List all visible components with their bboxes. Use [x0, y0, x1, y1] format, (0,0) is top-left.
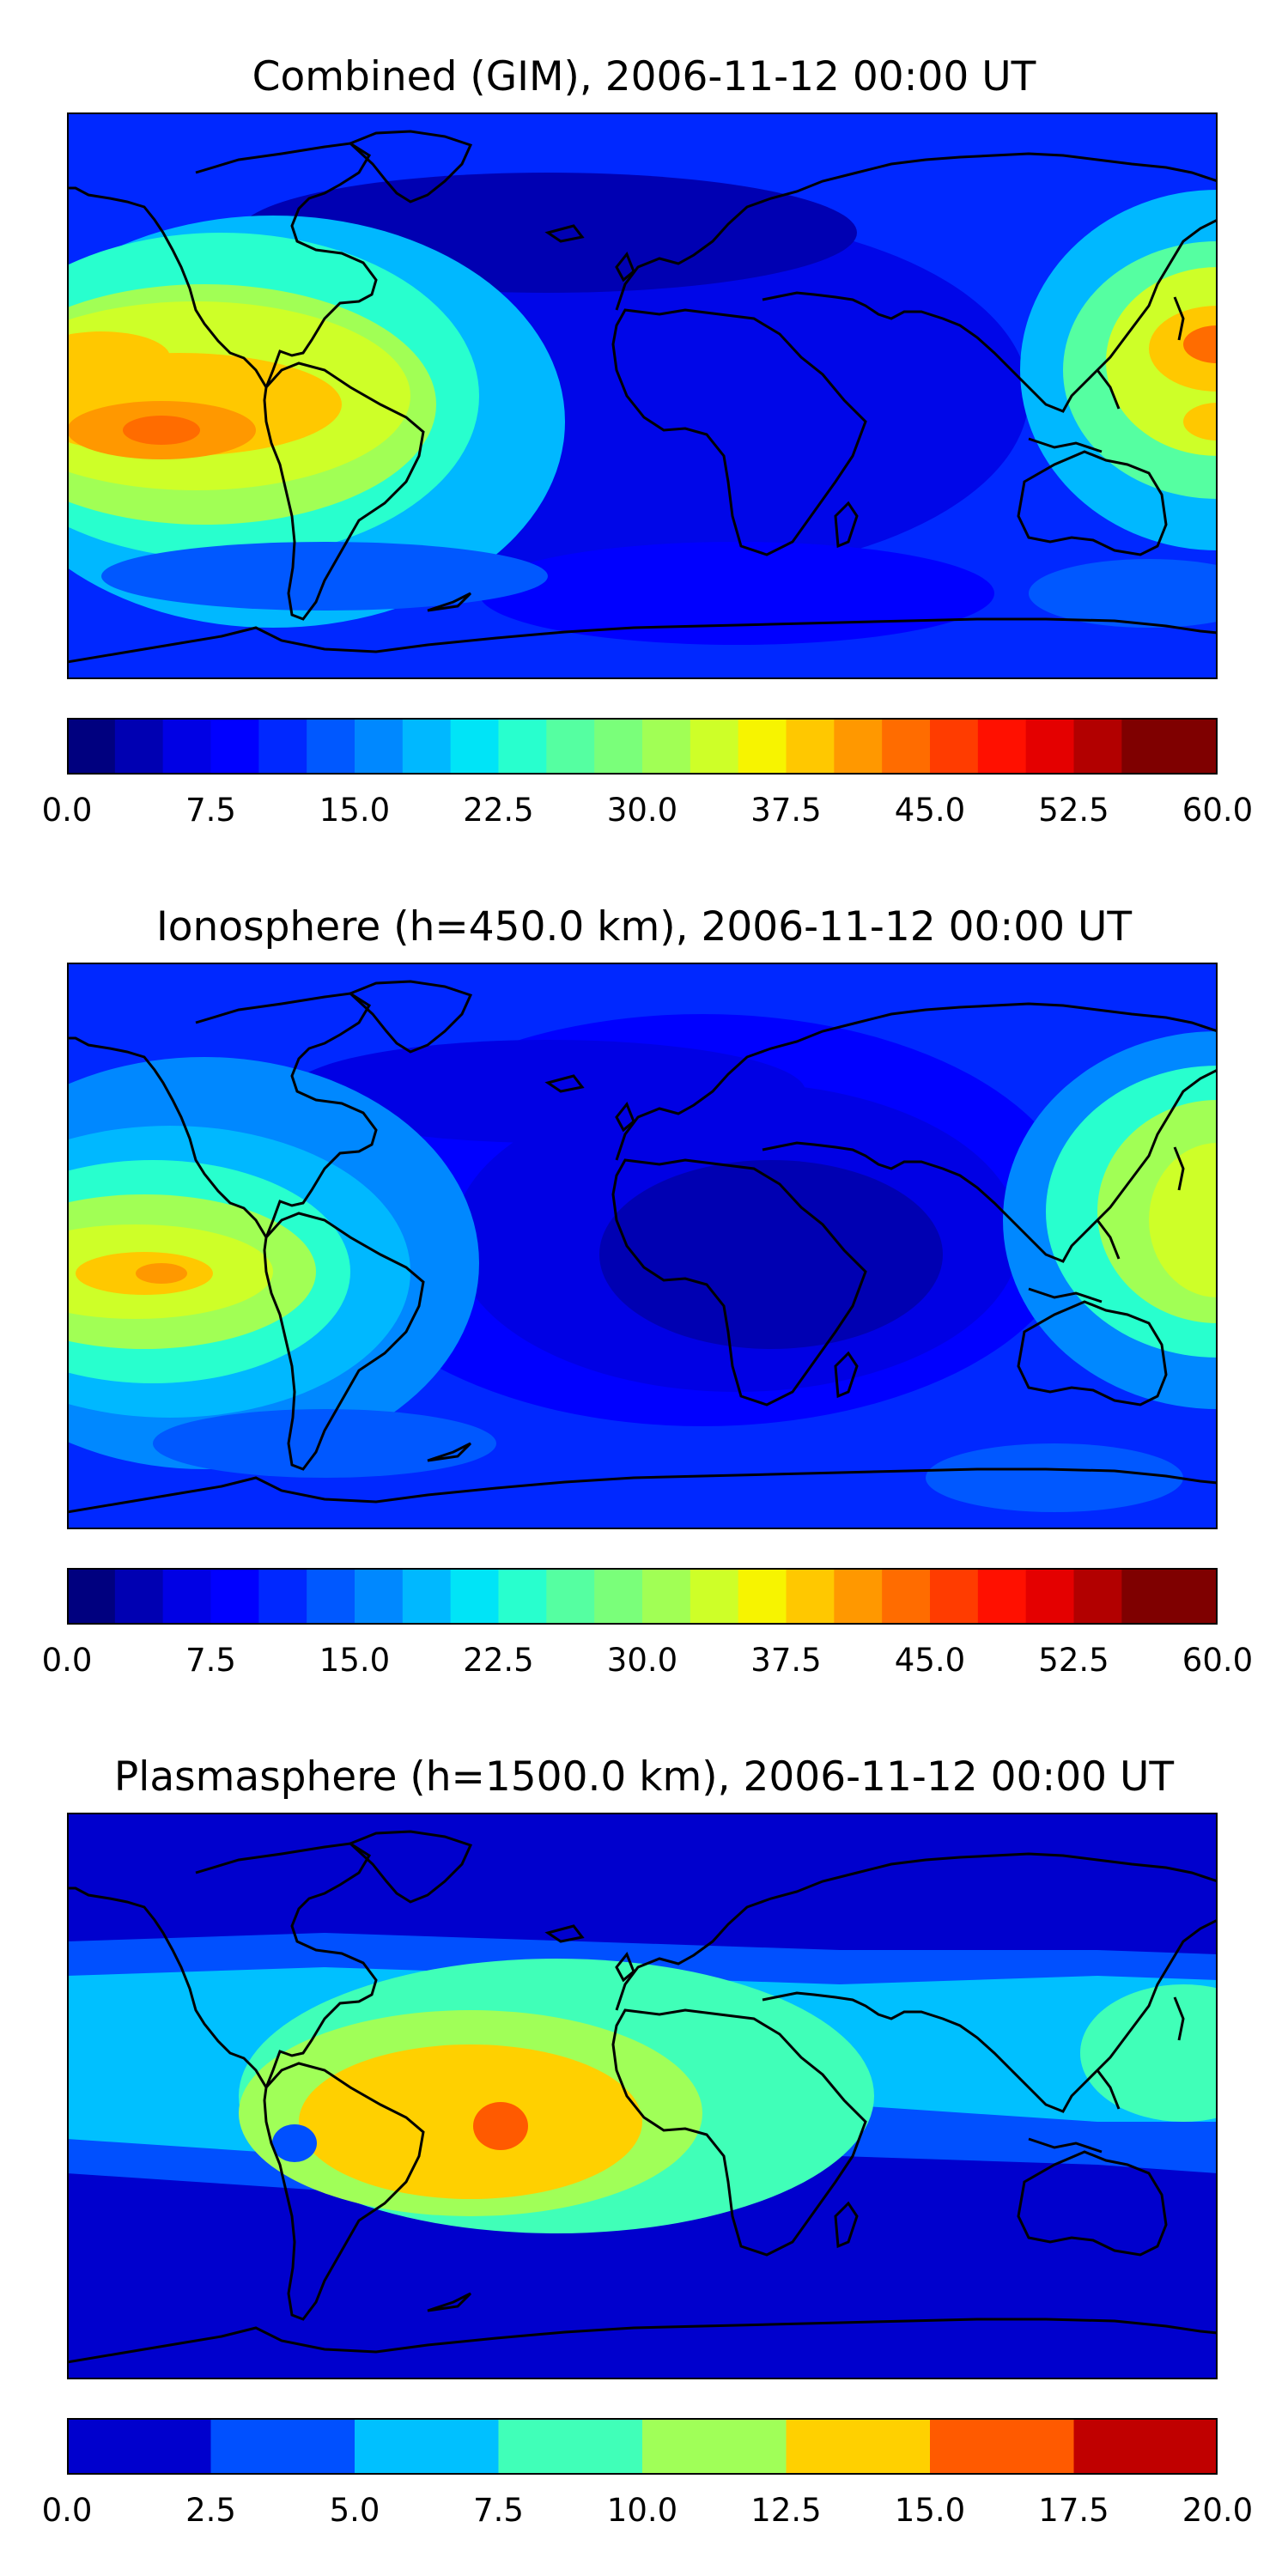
plasmasphere-tick: 5.0 — [329, 2492, 380, 2529]
colorbar-segment — [307, 1568, 355, 1625]
colorbar-segment — [162, 1568, 211, 1625]
colorbar-segment — [594, 718, 643, 775]
colorbar-border — [67, 1568, 1218, 1625]
colorbar-segment — [738, 718, 787, 775]
colorbar-segment — [355, 2418, 499, 2475]
colorbar-segment — [834, 718, 883, 775]
colorbar-segment — [930, 2418, 1074, 2475]
colorbar-segment — [355, 1568, 404, 1625]
combined-tick: 7.5 — [185, 792, 236, 829]
combined-tick: 37.5 — [750, 792, 822, 829]
ionosphere-tick: 45.0 — [894, 1642, 966, 1679]
plasmasphere-tick: 2.5 — [185, 2492, 236, 2529]
ionosphere-tick: 30.0 — [606, 1642, 678, 1679]
colorbar-segment — [1121, 1568, 1170, 1625]
combined-tick: 30.0 — [606, 792, 678, 829]
colorbar-segment — [1025, 1568, 1074, 1625]
ionosphere-tick: 7.5 — [185, 1642, 236, 1679]
colorbar-segment — [498, 718, 547, 775]
colorbar-segment — [162, 718, 211, 775]
combined-tick: 45.0 — [894, 792, 966, 829]
ionosphere-tick: 37.5 — [750, 1642, 822, 1679]
combined-tick: 52.5 — [1038, 792, 1109, 829]
colorbar-segment — [1170, 1568, 1218, 1625]
colorbar-segment — [67, 718, 116, 775]
colorbar-segment — [642, 1568, 691, 1625]
ionosphere-tick: 15.0 — [319, 1642, 391, 1679]
colorbar-segment — [882, 718, 931, 775]
plasmasphere-colorbar-ticks: 0.0 2.5 5.0 7.5 10.0 12.5 15.0 17.5 20.0 — [0, 2492, 1288, 2543]
colorbar-segment — [210, 718, 259, 775]
colorbar-segment — [977, 718, 1027, 775]
plasmasphere-tick: 7.5 — [473, 2492, 524, 2529]
plasmasphere-tick: 10.0 — [606, 2492, 678, 2529]
plasmasphere-colorbar — [67, 2418, 1218, 2475]
colorbar-segment — [307, 718, 355, 775]
plasmasphere-tick: 20.0 — [1182, 2492, 1254, 2529]
plasmasphere-map — [67, 1813, 1218, 2379]
colorbar-segment — [355, 718, 404, 775]
colorbar-segment — [786, 2418, 931, 2475]
colorbar-segment — [690, 1568, 739, 1625]
colorbar-segment — [594, 1568, 643, 1625]
combined-tick: 0.0 — [41, 792, 93, 829]
ionosphere-colorbar — [67, 1568, 1218, 1625]
colorbar-border — [67, 2418, 1218, 2475]
colorbar-segment — [402, 718, 452, 775]
plasmasphere-tick: 15.0 — [894, 2492, 966, 2529]
colorbar-segment — [498, 1568, 547, 1625]
colorbar-segment — [450, 718, 499, 775]
colorbar-segment — [258, 1568, 307, 1625]
colorbar-segment — [450, 1568, 499, 1625]
plasmasphere-title: Plasmasphere (h=1500.0 km), 2006-11-12 0… — [113, 1753, 1175, 1801]
colorbar-segment — [977, 1568, 1027, 1625]
colorbar-segment — [1073, 718, 1122, 775]
colorbar-segment — [930, 718, 979, 775]
colorbar-segment — [1025, 718, 1074, 775]
ionosphere-map — [67, 963, 1218, 1529]
plasmasphere-tick: 0.0 — [41, 2492, 93, 2529]
colorbar-segment — [642, 718, 691, 775]
colorbar-segment — [738, 1568, 787, 1625]
colorbar-border — [67, 718, 1218, 775]
colorbar-segment — [690, 718, 739, 775]
ionosphere-colorbar-ticks: 0.0 7.5 15.0 22.5 30.0 37.5 45.0 52.5 60… — [0, 1642, 1288, 1693]
colorbar-segment — [1073, 2418, 1218, 2475]
colorbar-segment — [258, 718, 307, 775]
plasmasphere-tick: 17.5 — [1038, 2492, 1109, 2529]
combined-map — [67, 112, 1218, 679]
colorbar-segment — [882, 1568, 931, 1625]
colorbar-segment — [786, 718, 835, 775]
colorbar-segment — [210, 1568, 259, 1625]
colorbar-segment — [67, 2418, 211, 2475]
ionosphere-tick: 22.5 — [463, 1642, 534, 1679]
combined-tick: 22.5 — [463, 792, 534, 829]
colorbar-segment — [114, 1568, 164, 1625]
colorbar-segment — [930, 1568, 979, 1625]
combined-colorbar-ticks: 0.0 7.5 15.0 22.5 30.0 37.5 45.0 52.5 60… — [0, 792, 1288, 843]
combined-tick: 60.0 — [1182, 792, 1254, 829]
colorbar-segment — [1121, 718, 1170, 775]
colorbar-segment — [834, 1568, 883, 1625]
colorbar-segment — [114, 718, 164, 775]
colorbar-segment — [786, 1568, 835, 1625]
colorbar-segment — [67, 1568, 116, 1625]
colorbar-segment — [1170, 718, 1218, 775]
ionosphere-tick: 60.0 — [1182, 1642, 1254, 1679]
ionosphere-tick: 0.0 — [41, 1642, 93, 1679]
ionosphere-title: Ionosphere (h=450.0 km), 2006-11-12 00:0… — [155, 903, 1133, 951]
colorbar-segment — [546, 718, 595, 775]
combined-colorbar — [67, 718, 1218, 775]
ionosphere-tick: 52.5 — [1038, 1642, 1109, 1679]
combined-title: Combined (GIM), 2006-11-12 00:00 UT — [252, 53, 1036, 100]
colorbar-segment — [642, 2418, 787, 2475]
colorbar-segment — [1073, 1568, 1122, 1625]
plasmasphere-tick: 12.5 — [750, 2492, 822, 2529]
colorbar-segment — [546, 1568, 595, 1625]
colorbar-segment — [210, 2418, 355, 2475]
colorbar-segment — [498, 2418, 643, 2475]
colorbar-segment — [402, 1568, 452, 1625]
combined-tick: 15.0 — [319, 792, 391, 829]
